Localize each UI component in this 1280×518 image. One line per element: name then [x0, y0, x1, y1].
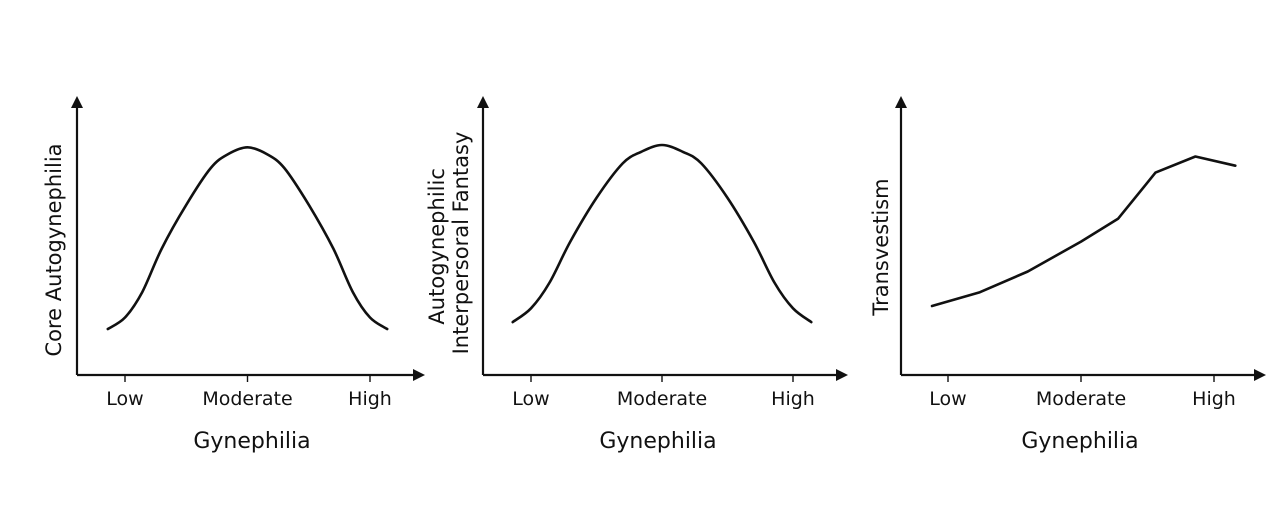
x-tick-label: High — [348, 388, 392, 410]
y-axis-label-line: Transvestism — [869, 178, 893, 316]
x-axis-arrow-icon — [836, 369, 848, 381]
series-line — [106, 146, 389, 331]
series-line — [511, 143, 813, 324]
y-axis-arrow-icon — [477, 96, 489, 108]
chart-core-autogynephilia: Gynephilia Core Autogynephilia Low Modera… — [42, 96, 425, 454]
x-tick-label: Moderate — [1036, 388, 1126, 410]
y-axis-arrow-icon — [71, 96, 83, 108]
chart-autogynephilic-interpersonal-fantasy: Gynephilia Autogynephilic Interpersoral … — [425, 96, 848, 454]
y-axis-label-line: Core Autogynephilia — [42, 143, 66, 356]
y-axis-label: Core Autogynephilia — [42, 143, 66, 356]
x-tick-label: High — [771, 388, 815, 410]
y-axis-label-line: Interpersoral Fantasy — [449, 132, 473, 355]
x-tick-label: High — [1192, 388, 1236, 410]
x-axis-arrow-icon — [1254, 369, 1266, 381]
x-tick-label: Low — [929, 388, 966, 410]
chart-transvestism: Gynephilia Transvestism Low Moderate High — [869, 96, 1266, 454]
x-axis-label: Gynephilia — [1021, 429, 1138, 454]
y-axis-arrow-icon — [895, 96, 907, 108]
x-axis-arrow-icon — [413, 369, 425, 381]
x-tick-label: Moderate — [617, 388, 707, 410]
x-axis-label: Gynephilia — [193, 429, 310, 454]
x-tick-label: Low — [512, 388, 549, 410]
series-line — [930, 155, 1237, 308]
y-axis-label: Autogynephilic Interpersoral Fantasy — [425, 132, 473, 355]
y-axis-label: Transvestism — [869, 178, 893, 316]
y-axis-label-line: Autogynephilic — [425, 168, 449, 324]
x-tick-label: Low — [106, 388, 143, 410]
x-axis-label: Gynephilia — [599, 429, 716, 454]
x-tick-label: Moderate — [202, 388, 292, 410]
